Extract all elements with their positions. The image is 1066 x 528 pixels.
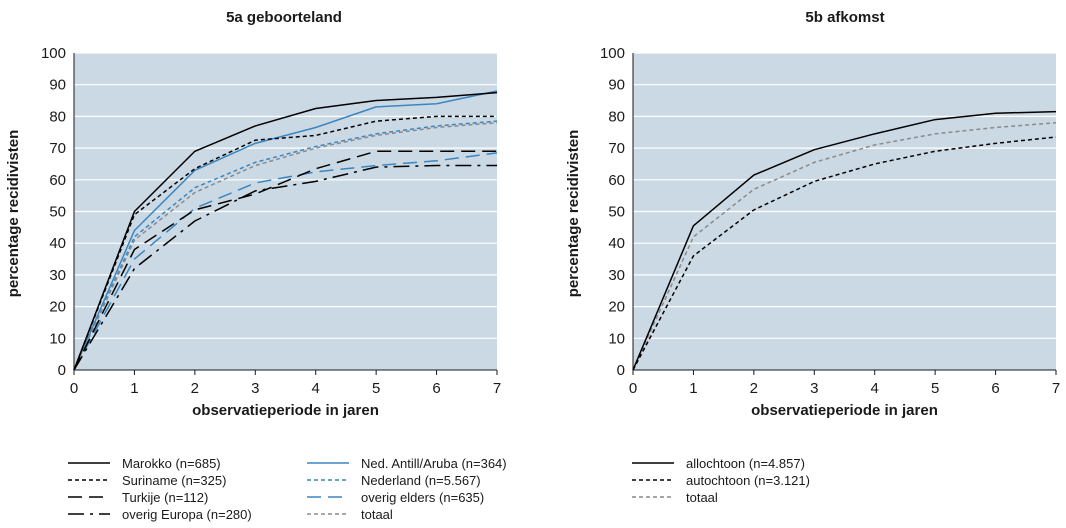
y-tick-label: 0 bbox=[617, 362, 625, 379]
chart-title: 5a geboorteland bbox=[226, 9, 342, 26]
legend-item: Marokko (n=685) bbox=[68, 456, 221, 471]
y-tick-label: 20 bbox=[49, 299, 66, 316]
legend-item: Ned. Antill/Aruba (n=364) bbox=[307, 456, 507, 471]
series-line-6 bbox=[73, 120, 498, 371]
series-line-3 bbox=[73, 150, 497, 371]
y-tick-label: 50 bbox=[608, 204, 625, 221]
y-tick-label: 70 bbox=[608, 140, 625, 157]
y-tick-label: 90 bbox=[608, 77, 625, 94]
legend-label: overig elders (n=635) bbox=[361, 490, 484, 505]
series-line-4 bbox=[73, 164, 497, 371]
legend-item: allochtoon (n=4.857) bbox=[632, 456, 805, 471]
legend-label: overig Europa (n=280) bbox=[122, 507, 252, 522]
legend-label: Marokko (n=685) bbox=[122, 456, 221, 471]
x-axis-label: observatieperiode in jaren bbox=[192, 402, 379, 419]
y-tick-label: 30 bbox=[608, 267, 625, 284]
y-tick-label: 100 bbox=[41, 45, 66, 62]
x-tick-label: 6 bbox=[991, 380, 999, 397]
y-axis-label: percentage recidivisten bbox=[5, 130, 22, 298]
x-tick-label: 2 bbox=[191, 380, 199, 397]
x-tick-label: 4 bbox=[871, 380, 879, 397]
series-line-1 bbox=[73, 91, 498, 371]
x-tick-label: 5 bbox=[372, 380, 380, 397]
series-line-5 bbox=[73, 90, 498, 371]
legend-item: Suriname (n=325) bbox=[68, 473, 226, 488]
x-tick-label: 3 bbox=[251, 380, 259, 397]
x-tick-label: 3 bbox=[810, 380, 818, 397]
legend-item: totaal bbox=[632, 490, 718, 505]
y-tick-label: 60 bbox=[608, 172, 625, 189]
y-tick-label: 20 bbox=[608, 299, 625, 316]
series-line-3 bbox=[632, 121, 1057, 371]
y-tick-label: 50 bbox=[49, 204, 66, 221]
series-line-1 bbox=[632, 110, 1057, 371]
legend-label: totaal bbox=[361, 507, 393, 522]
legend: allochtoon (n=4.857) autochtoon (n=3.121)… bbox=[632, 456, 810, 505]
x-tick-label: 0 bbox=[70, 380, 78, 397]
x-tick-label: 5 bbox=[931, 380, 939, 397]
y-tick-label: 60 bbox=[49, 172, 66, 189]
series-line-2 bbox=[73, 115, 497, 371]
y-tick-label: 40 bbox=[49, 235, 66, 252]
legend-label: totaal bbox=[686, 490, 718, 505]
legend-label: Suriname (n=325) bbox=[122, 473, 226, 488]
x-tick-label: 7 bbox=[493, 380, 501, 397]
y-tick-label: 10 bbox=[608, 330, 625, 347]
legend-label: allochtoon (n=4.857) bbox=[686, 456, 805, 471]
legend-label: Nederland (n=5.567) bbox=[361, 473, 481, 488]
chart-panel-1: 0 10 20 30 40 50 60 70 80 90 100 0 1 2 3 4 5 6 7 5a geboort… bbox=[5, 9, 507, 522]
x-tick-label: 7 bbox=[1052, 380, 1060, 397]
series-line-7 bbox=[73, 152, 498, 371]
legend-item: autochtoon (n=3.121) bbox=[632, 473, 810, 488]
y-tick-label: 70 bbox=[49, 140, 66, 157]
y-tick-label: 40 bbox=[608, 235, 625, 252]
x-tick-label: 1 bbox=[130, 380, 138, 397]
x-tick-label: 4 bbox=[312, 380, 320, 397]
y-tick-label: 10 bbox=[49, 330, 66, 347]
x-tick-label: 2 bbox=[750, 380, 758, 397]
legend-item: overig Europa (n=280) bbox=[68, 507, 252, 522]
x-tick-label: 6 bbox=[432, 380, 440, 397]
y-tick-label: 0 bbox=[58, 362, 66, 379]
series-line-2 bbox=[632, 136, 1057, 371]
legend-item: totaal bbox=[307, 507, 393, 522]
x-tick-label: 0 bbox=[629, 380, 637, 397]
legend-item: overig elders (n=635) bbox=[307, 490, 484, 505]
y-tick-label: 100 bbox=[600, 45, 625, 62]
y-tick-label: 90 bbox=[49, 77, 66, 94]
legend-label: Ned. Antill/Aruba (n=364) bbox=[361, 456, 507, 471]
legend-label: Turkije (n=112) bbox=[122, 490, 208, 505]
legend: Marokko (n=685) Suriname (n=325) Turkije (… bbox=[68, 456, 507, 522]
legend-item: Nederland (n=5.567) bbox=[307, 473, 481, 488]
y-tick-label: 80 bbox=[608, 108, 625, 125]
x-axis-label: observatieperiode in jaren bbox=[751, 402, 938, 419]
series-line-8 bbox=[73, 121, 498, 371]
legend-item: Turkije (n=112) bbox=[68, 490, 208, 505]
y-tick-label: 30 bbox=[49, 267, 66, 284]
y-axis-label: percentage recidivisten bbox=[565, 130, 582, 298]
chart-panel-2: 0 10 20 30 40 50 60 70 80 90 100 0 1 2 3 4 5 6 7 5b afkomst… bbox=[565, 9, 1060, 505]
y-tick-label: 80 bbox=[49, 108, 66, 125]
legend-label: autochtoon (n=3.121) bbox=[686, 473, 810, 488]
chart-title: 5b afkomst bbox=[805, 9, 884, 26]
x-tick-label: 1 bbox=[689, 380, 697, 397]
